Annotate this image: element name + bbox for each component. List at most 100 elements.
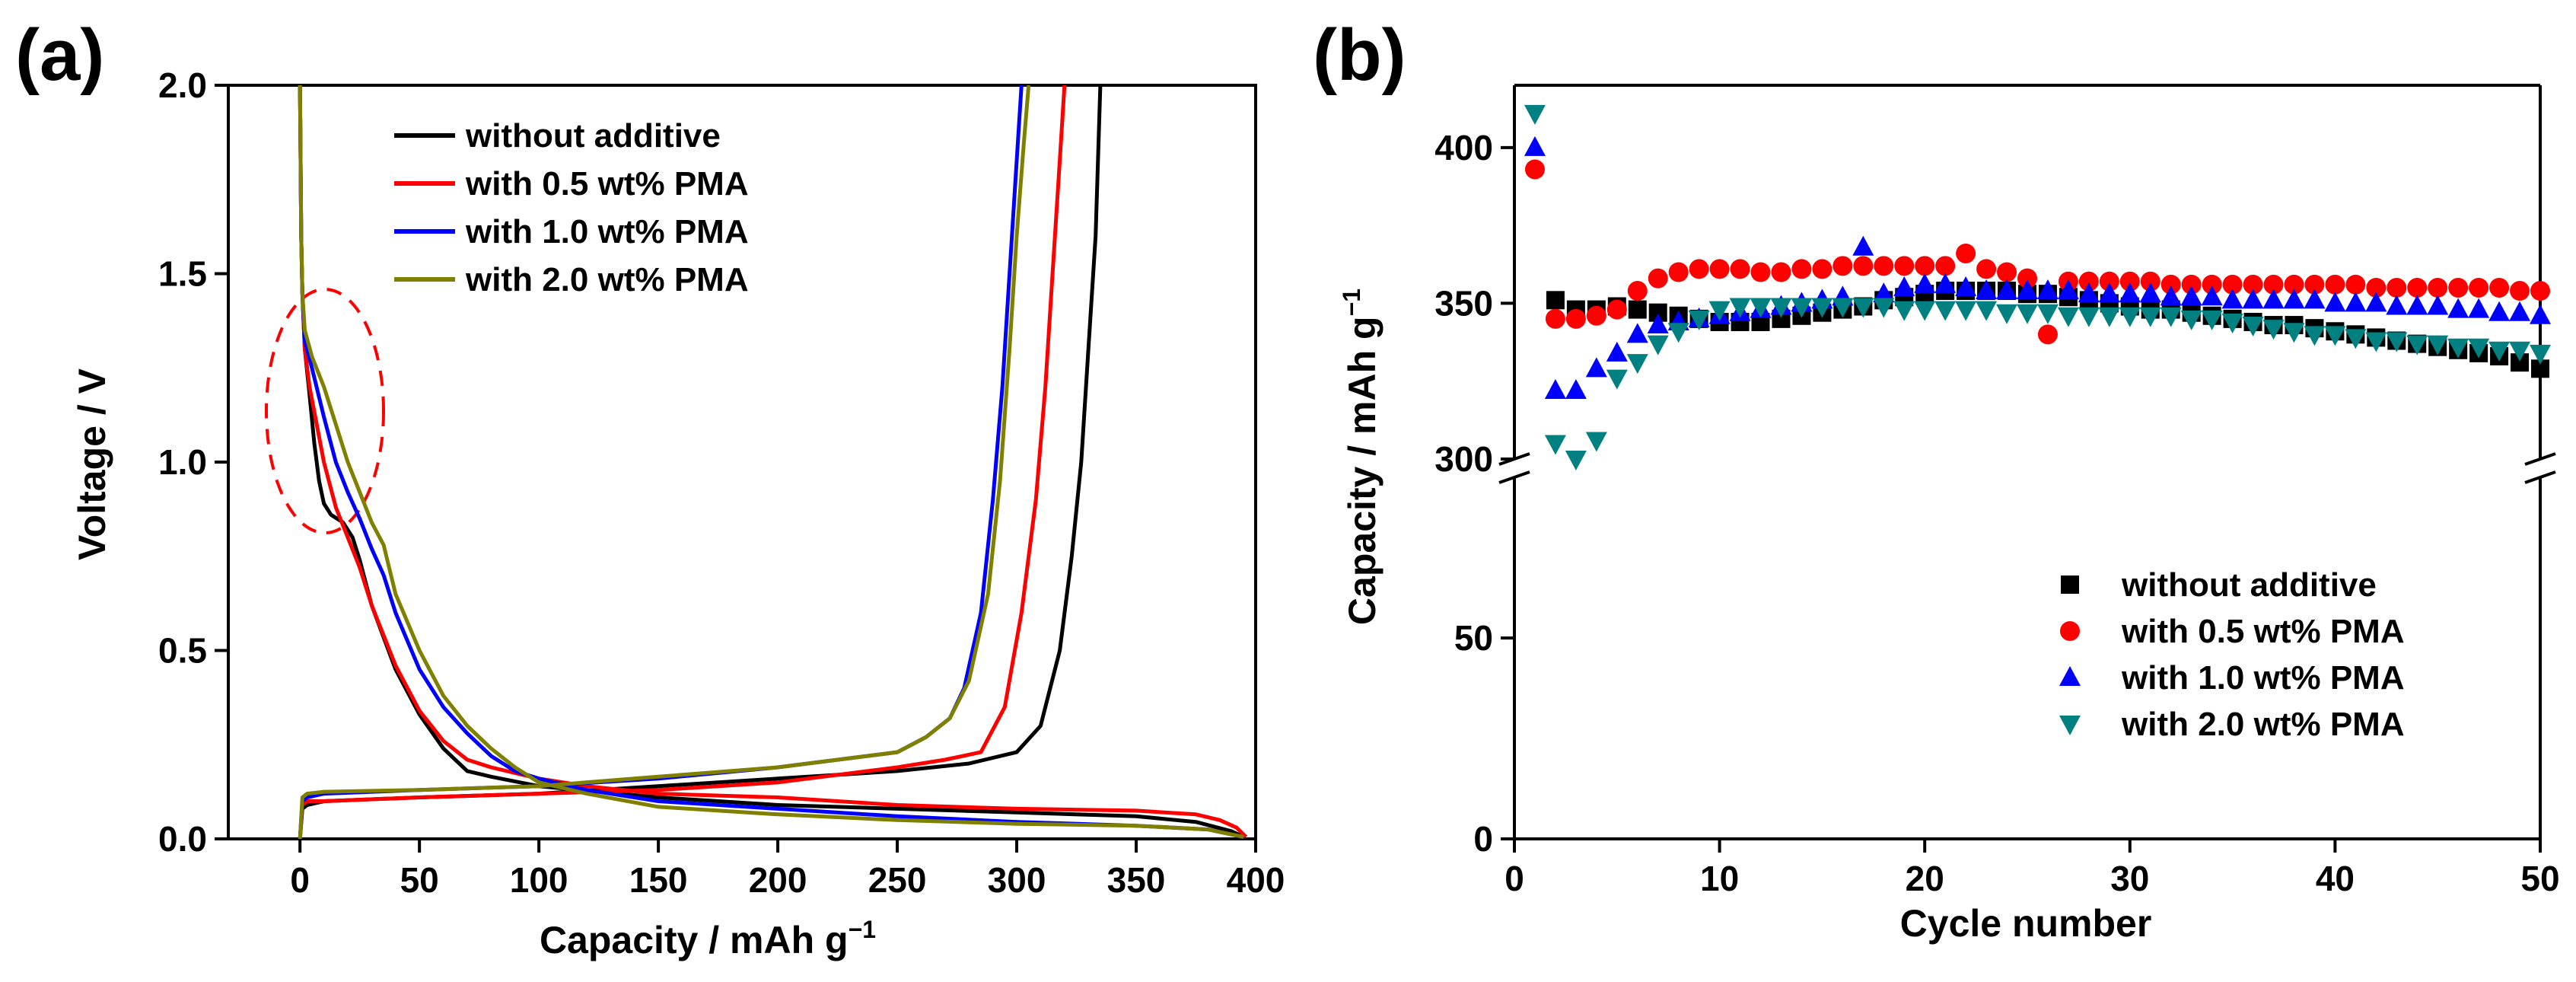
data-point — [1894, 256, 1915, 276]
panel-b: (b) 0 10 20 30 40 50 0 50 300 350 400 Cycle number… — [1313, 14, 2560, 945]
series-line-a-0-discharge — [298, 84, 1245, 839]
legend-label-a: with 0.5 wt% PMA — [465, 165, 749, 202]
data-point — [1585, 432, 1607, 452]
legend-label-b: with 0.5 wt% PMA — [2121, 613, 2405, 650]
data-point — [1791, 259, 1812, 279]
data-point — [2160, 285, 2182, 306]
x-tick-label-a: 400 — [1227, 860, 1285, 900]
data-point — [1853, 256, 1874, 276]
x-tick-label-b: 0 — [1505, 859, 1524, 898]
y-tick-label-b: 350 — [1434, 283, 1493, 323]
panel-a: (a) 0 50 100 150 200 250 300 350 400 0.0 0.5 1.0 1.5… — [15, 14, 1285, 961]
data-point — [1832, 298, 1854, 318]
data-point — [2181, 274, 2202, 295]
data-point — [1791, 298, 1813, 318]
data-point — [2468, 338, 2490, 359]
data-point — [2283, 289, 2305, 309]
data-point — [1976, 259, 1997, 279]
data-point — [1934, 301, 1957, 321]
panel-b-label: (b) — [1313, 14, 1406, 96]
data-point — [2324, 292, 2346, 312]
data-point — [2099, 271, 2119, 292]
data-point — [1934, 273, 1957, 293]
data-point — [1668, 262, 1689, 282]
data-point — [2386, 332, 2408, 352]
data-point — [2119, 271, 2140, 292]
data-point — [2119, 307, 2141, 327]
series-line-a-3-charge — [298, 84, 1031, 840]
data-point — [2469, 277, 2489, 298]
legend-label-a: with 1.0 wt% PMA — [465, 213, 749, 250]
data-point — [2530, 281, 2550, 301]
data-point — [1688, 310, 1710, 330]
data-point — [1524, 104, 1546, 125]
data-point — [2119, 282, 2141, 303]
data-point — [2201, 285, 2223, 306]
data-point — [2139, 282, 2161, 303]
legend-label-a: without additive — [465, 117, 721, 155]
data-point — [2427, 295, 2449, 315]
data-point — [2365, 332, 2387, 352]
series-b-3 — [1524, 104, 2551, 470]
data-point — [1606, 369, 1628, 390]
data-point — [1874, 256, 1894, 276]
data-point — [1956, 243, 1976, 263]
data-point — [2036, 304, 2059, 324]
data-point — [1585, 357, 1607, 378]
data-point — [1606, 299, 1627, 320]
data-point — [2242, 289, 2264, 309]
data-point — [2488, 341, 2511, 362]
data-point — [1873, 282, 1895, 303]
data-point — [1667, 323, 1689, 343]
data-point — [2387, 277, 2407, 298]
data-point — [2057, 307, 2079, 327]
data-point — [2140, 271, 2160, 292]
data-point — [1914, 273, 1936, 293]
data-point — [2468, 298, 2490, 318]
data-point — [2160, 274, 2181, 295]
legend-b: without additive with 0.5 wt% PMA with 1.0… — [2059, 566, 2405, 743]
data-point — [1770, 298, 1792, 318]
data-point — [2407, 277, 2428, 298]
data-point — [2304, 274, 2325, 295]
data-point — [1893, 276, 1915, 296]
data-point — [2427, 335, 2449, 355]
axis-break-marks — [1498, 452, 2556, 484]
y-tick-label-a: 0.0 — [158, 819, 207, 859]
data-point — [1955, 301, 1977, 321]
data-point — [2098, 307, 2120, 327]
data-point — [2345, 274, 2366, 295]
legend-label-a: with 2.0 wt% PMA — [465, 261, 749, 298]
series-line-a-1-charge — [298, 84, 1067, 840]
x-tick-label-b: 30 — [2110, 859, 2149, 898]
x-tick-label-b: 50 — [2520, 859, 2559, 898]
data-point — [1626, 323, 1648, 343]
data-point — [2488, 301, 2511, 321]
panel-a-label: (a) — [15, 14, 104, 96]
data-point — [2447, 298, 2469, 318]
data-point — [1750, 298, 1772, 318]
data-point — [1565, 378, 1587, 399]
data-point — [2324, 326, 2346, 346]
data-point — [2017, 279, 2038, 300]
data-point — [2489, 277, 2510, 298]
data-point — [1544, 378, 1566, 399]
data-point — [1647, 314, 1669, 334]
data-point — [2283, 323, 2305, 343]
data-point — [2222, 274, 2243, 295]
legend-marker-b — [2059, 716, 2081, 735]
legend-marker-b — [2059, 666, 2081, 686]
data-point — [2221, 289, 2243, 309]
data-point — [2139, 307, 2161, 327]
data-point — [2447, 338, 2469, 359]
data-point — [1647, 335, 1669, 355]
data-point — [2160, 307, 2182, 327]
data-point — [2078, 271, 2099, 292]
data-point — [1709, 259, 1730, 279]
data-point — [1832, 256, 1853, 276]
data-point — [1606, 341, 1628, 362]
data-point — [2201, 310, 2223, 330]
legend-label-b: with 1.0 wt% PMA — [2121, 659, 2405, 697]
data-point — [1771, 262, 1791, 282]
